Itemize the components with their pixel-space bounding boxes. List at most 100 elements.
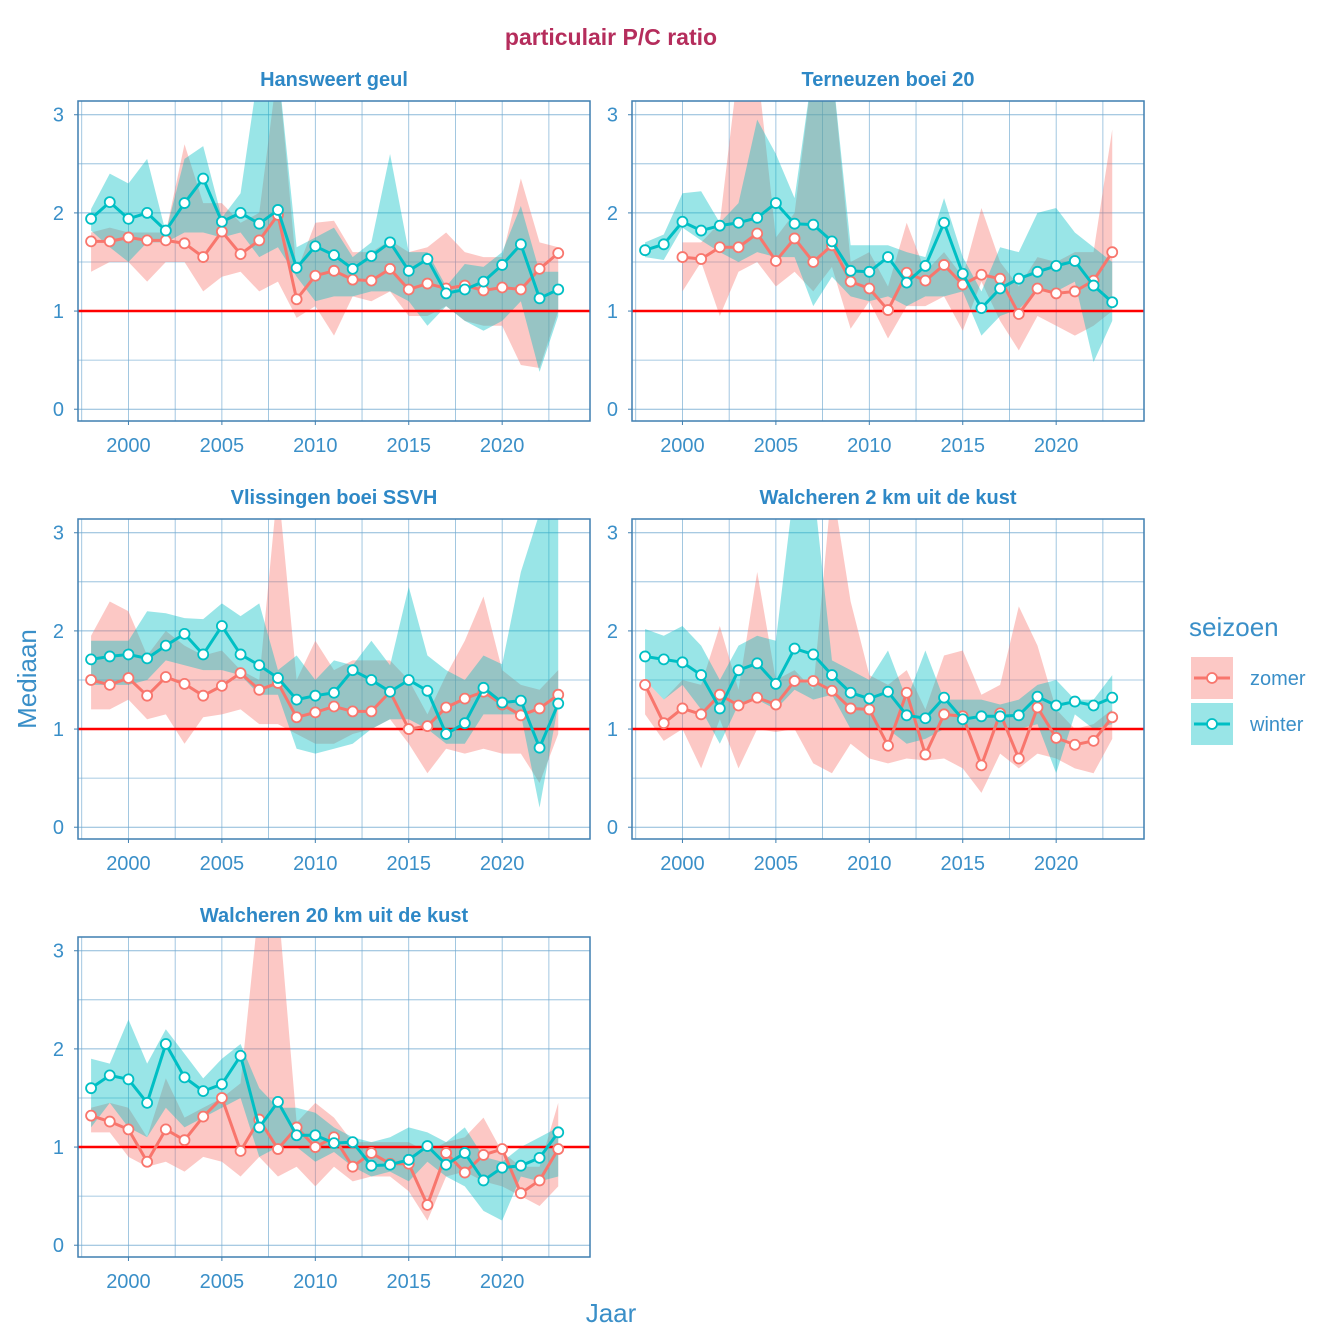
point-winter	[122, 1073, 135, 1086]
point-winter	[103, 650, 116, 663]
point-zomer	[402, 723, 415, 735]
point-zomer	[141, 1155, 154, 1168]
point-winter	[533, 741, 546, 754]
point-winter	[309, 240, 322, 253]
point-zomer	[769, 255, 782, 267]
point-winter	[732, 664, 745, 677]
point-zomer	[346, 705, 359, 718]
x-tick-label: 2005	[754, 435, 799, 457]
point-winter	[402, 674, 415, 686]
point-winter	[788, 642, 801, 655]
point-winter	[197, 172, 210, 185]
point-zomer	[290, 293, 303, 306]
point-winter	[440, 287, 453, 300]
point-zomer	[365, 705, 378, 718]
point-winter	[788, 217, 801, 230]
point-winter	[1031, 690, 1044, 703]
point-zomer	[1087, 734, 1100, 747]
point-winter	[346, 664, 359, 677]
point-zomer	[975, 268, 988, 281]
x-tick-label: 2000	[660, 435, 705, 457]
point-zomer	[122, 672, 135, 684]
y-tick-label: 1	[607, 719, 618, 741]
point-winter	[496, 1161, 509, 1174]
point-winter	[197, 1085, 210, 1098]
point-winter	[290, 693, 303, 706]
point-winter	[346, 1136, 359, 1149]
y-tick-label: 3	[53, 941, 64, 963]
point-winter	[458, 283, 471, 296]
x-tick-label: 2010	[847, 853, 892, 875]
point-zomer	[1012, 308, 1025, 320]
point-winter	[533, 292, 546, 305]
ribbon-winter	[91, 101, 559, 372]
point-winter	[402, 264, 415, 277]
y-tick-label: 2	[607, 621, 618, 643]
x-tick-label: 2005	[200, 435, 245, 457]
point-zomer	[234, 248, 247, 261]
point-winter	[882, 685, 894, 698]
point-winter	[751, 211, 764, 224]
point-zomer	[552, 247, 565, 260]
point-zomer	[215, 1092, 228, 1104]
point-winter	[496, 696, 509, 709]
point-zomer	[328, 700, 340, 713]
point-winter	[365, 250, 378, 262]
ribbon-winter	[645, 519, 1113, 774]
point-zomer	[994, 272, 1007, 285]
point-zomer	[122, 231, 135, 244]
plot-area	[78, 937, 590, 1221]
panel-border	[77, 100, 591, 422]
point-zomer	[141, 689, 154, 702]
y-tick-label: 0	[53, 399, 64, 421]
x-tick-label: 2010	[293, 435, 338, 457]
point-winter	[234, 648, 247, 661]
point-winter	[676, 656, 689, 669]
point-winter	[477, 1174, 490, 1187]
point-zomer	[328, 264, 340, 277]
point-zomer	[938, 259, 950, 271]
ribbon-winter	[645, 101, 1113, 363]
panel-border	[631, 518, 1145, 840]
grid	[632, 519, 1144, 839]
point-winter	[1068, 255, 1081, 267]
point-zomer	[533, 702, 546, 715]
point-zomer	[421, 277, 434, 290]
point-zomer	[122, 1123, 135, 1136]
point-winter	[290, 1129, 303, 1142]
x-tick-label: 2020	[480, 853, 525, 875]
point-winter	[85, 212, 97, 225]
point-zomer	[496, 1143, 509, 1155]
point-winter	[365, 674, 378, 686]
x-tick-label: 2015	[940, 853, 985, 875]
point-winter	[1012, 709, 1025, 722]
y-tick-label: 3	[53, 105, 64, 127]
point-zomer	[178, 1134, 191, 1147]
point-winter	[1068, 695, 1081, 708]
point-winter	[514, 1159, 527, 1172]
point-winter	[272, 204, 284, 216]
point-winter	[882, 251, 894, 263]
point-zomer	[197, 689, 210, 702]
point-winter	[103, 1069, 116, 1082]
y-tick-label: 0	[53, 817, 64, 839]
point-zomer	[85, 674, 97, 686]
point-zomer	[919, 748, 932, 761]
point-zomer	[975, 759, 988, 772]
point-zomer	[1068, 738, 1081, 751]
point-zomer	[496, 281, 509, 294]
point-winter	[421, 253, 434, 265]
point-winter	[458, 717, 471, 730]
point-zomer	[159, 234, 172, 247]
point-zomer	[215, 225, 228, 238]
point-winter	[328, 686, 340, 699]
point-winter	[85, 1082, 97, 1095]
point-zomer	[695, 708, 708, 721]
point-winter	[458, 1147, 471, 1159]
point-winter	[863, 692, 876, 705]
point-winter	[533, 1151, 546, 1164]
plot-area	[78, 519, 590, 808]
point-winter	[713, 219, 726, 232]
point-zomer	[234, 1145, 247, 1157]
point-winter	[365, 1159, 378, 1172]
